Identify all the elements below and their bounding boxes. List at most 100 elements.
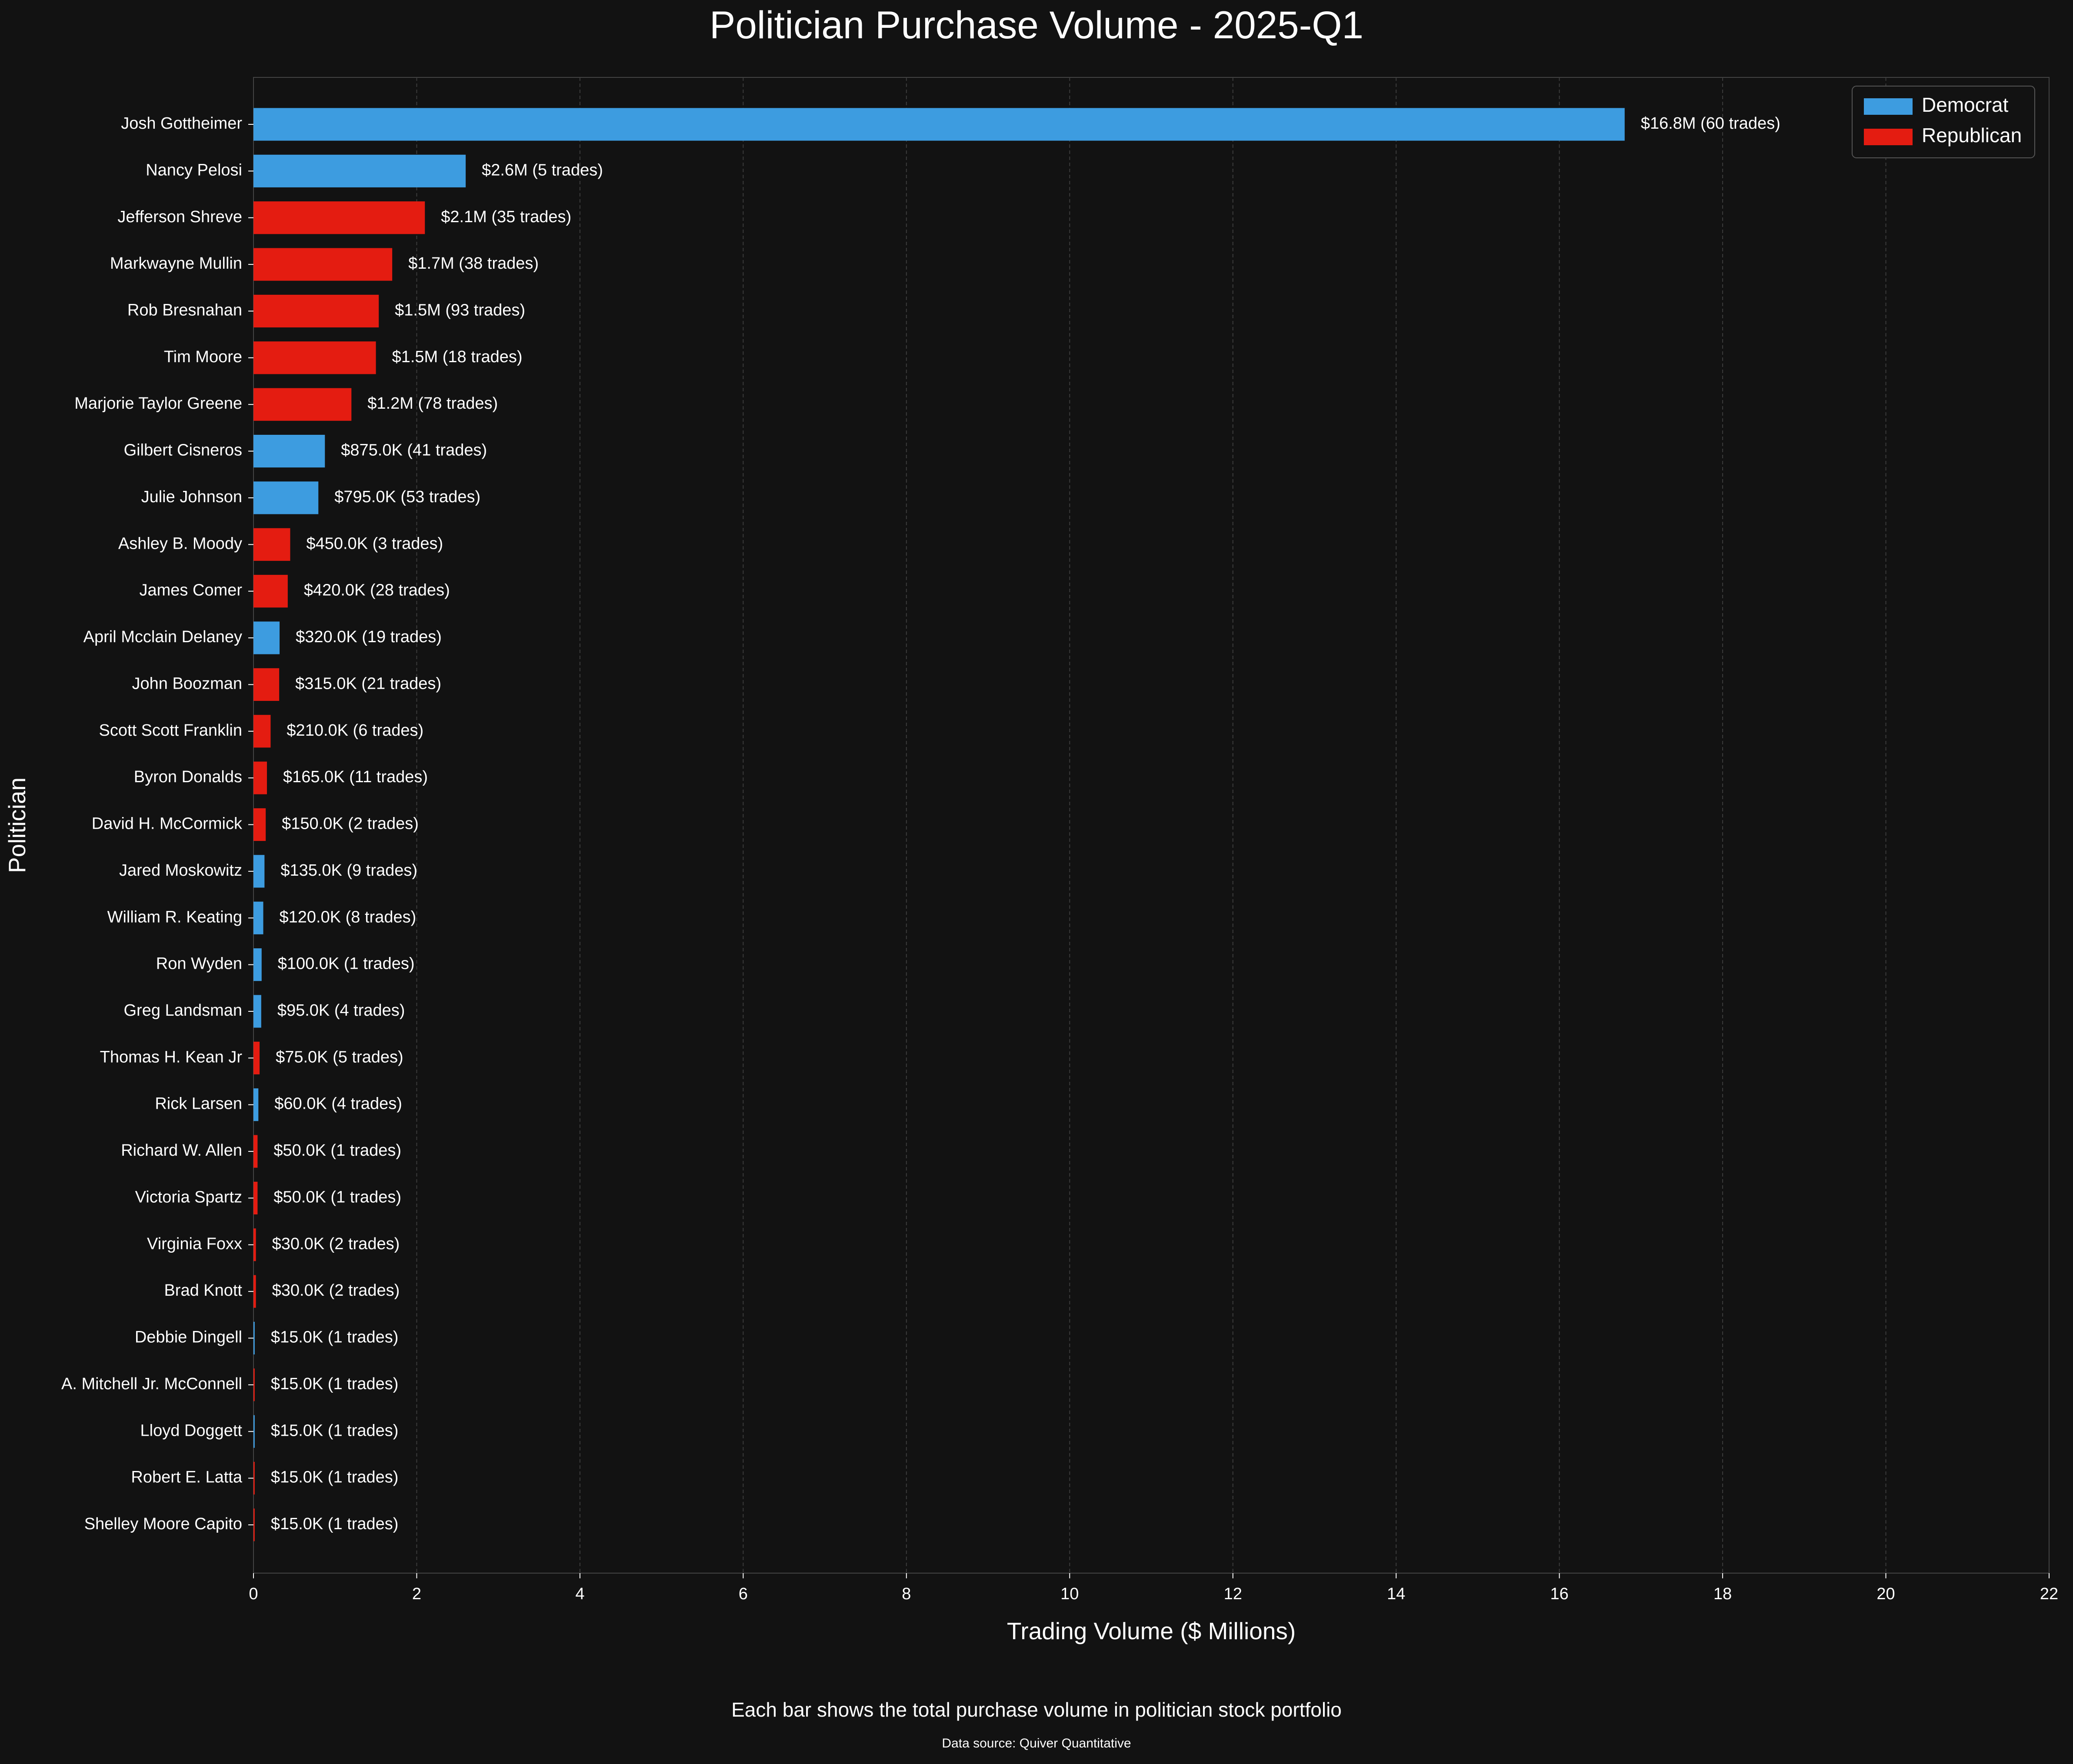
data-label: $1.5M (18 trades) <box>392 348 523 366</box>
y-tick-label: Gilbert Cisneros <box>124 441 242 460</box>
data-label: $30.0K (2 trades) <box>272 1281 400 1300</box>
y-tick-label: Byron Donalds <box>134 768 242 786</box>
data-label: $15.0K (1 trades) <box>271 1375 399 1393</box>
legend-label: Republican <box>1922 124 2022 147</box>
x-tick-label: 4 <box>575 1585 584 1603</box>
data-label: $100.0K (1 trades) <box>278 955 415 973</box>
x-tick-label: 22 <box>2040 1585 2058 1603</box>
y-tick-label: James Comer <box>140 581 243 600</box>
y-tick-label: Richard W. Allen <box>121 1141 242 1160</box>
y-tick-label: Marjorie Taylor Greene <box>74 394 242 413</box>
bar <box>253 855 265 888</box>
legend-swatch <box>1864 129 1913 145</box>
y-tick-label: Rick Larsen <box>155 1095 242 1113</box>
data-label: $165.0K (11 trades) <box>283 768 428 786</box>
data-label: $1.7M (38 trades) <box>408 254 539 273</box>
bar <box>253 1041 260 1074</box>
data-label: $1.2M (78 trades) <box>367 394 498 413</box>
y-tick-label: Ron Wyden <box>156 955 242 973</box>
y-axis-label: Politician <box>3 777 30 873</box>
legend-label: Democrat <box>1922 93 2009 116</box>
y-tick-label: Markwayne Mullin <box>110 254 242 273</box>
data-label: $1.5M (93 trades) <box>395 301 525 319</box>
y-tick-label: Scott Scott Franklin <box>99 721 242 740</box>
bar <box>253 1368 255 1401</box>
y-tick-label: Ashley B. Moody <box>118 534 242 553</box>
data-label: $795.0K (53 trades) <box>334 488 480 506</box>
y-tick-label: John Boozman <box>132 674 243 693</box>
y-tick-label: Debbie Dingell <box>135 1328 242 1347</box>
bar <box>253 1321 255 1355</box>
data-label: $120.0K (8 trades) <box>280 908 417 926</box>
data-label: $875.0K (41 trades) <box>341 441 487 460</box>
bar <box>253 248 393 281</box>
bar <box>253 715 271 748</box>
legend-swatch <box>1864 98 1913 115</box>
y-tick-label: David H. McCormick <box>92 815 243 833</box>
bar <box>253 1135 258 1168</box>
data-label: $15.0K (1 trades) <box>271 1515 399 1533</box>
x-tick-label: 16 <box>1550 1585 1568 1603</box>
y-tick-label: Victoria Spartz <box>135 1188 242 1206</box>
bar <box>253 995 261 1028</box>
bar <box>253 1275 256 1308</box>
data-source-note: Data source: Quiver Quantitative <box>942 1736 1131 1751</box>
chart-title: Politician Purchase Volume - 2025-Q1 <box>710 3 1363 47</box>
y-tick-label: A. Mitchell Jr. McConnell <box>61 1375 242 1393</box>
data-label: $2.1M (35 trades) <box>441 208 571 226</box>
chart-caption: Each bar shows the total purchase volume… <box>731 1698 1342 1721</box>
x-tick-label: 0 <box>249 1585 258 1603</box>
data-label: $15.0K (1 trades) <box>271 1328 399 1347</box>
x-tick-label: 18 <box>1713 1585 1732 1603</box>
x-tick-label: 2 <box>412 1585 421 1603</box>
bar <box>253 575 288 608</box>
y-tick-label: Shelley Moore Capito <box>84 1515 242 1533</box>
x-tick-label: 6 <box>739 1585 748 1603</box>
bar <box>253 1415 255 1448</box>
bar <box>253 621 280 654</box>
y-tick-label: Brad Knott <box>164 1281 242 1300</box>
bar <box>253 1181 258 1215</box>
y-tick-label: April Mcclain Delaney <box>83 628 242 646</box>
bar <box>253 1088 259 1121</box>
y-tick-label: Virginia Foxx <box>147 1235 242 1253</box>
x-tick-label: 12 <box>1224 1585 1242 1603</box>
bar <box>253 201 425 234</box>
bar <box>253 388 352 421</box>
y-tick-label: Tim Moore <box>164 348 242 366</box>
x-tick-label: 20 <box>1876 1585 1895 1603</box>
y-tick-label: Lloyd Doggett <box>140 1421 243 1440</box>
data-label: $315.0K (21 trades) <box>295 674 441 693</box>
data-label: $135.0K (9 trades) <box>280 861 417 880</box>
x-tick-label: 14 <box>1387 1585 1405 1603</box>
y-tick-label: Greg Landsman <box>124 1001 243 1020</box>
x-tick-label: 10 <box>1060 1585 1079 1603</box>
bar <box>253 1228 256 1261</box>
bar <box>253 481 319 514</box>
bar <box>253 1508 255 1541</box>
data-label: $95.0K (4 trades) <box>277 1001 405 1020</box>
bar <box>253 528 290 561</box>
x-axis-label: Trading Volume ($ Millions) <box>1007 1617 1296 1644</box>
data-label: $60.0K (4 trades) <box>274 1095 402 1113</box>
bar <box>253 294 379 328</box>
data-label: $320.0K (19 trades) <box>296 628 442 646</box>
y-tick-label: Nancy Pelosi <box>146 161 242 179</box>
data-label: $2.6M (5 trades) <box>482 161 603 179</box>
data-label: $450.0K (3 trades) <box>306 534 443 553</box>
bar <box>253 434 325 468</box>
bar <box>253 1462 255 1495</box>
data-label: $50.0K (1 trades) <box>273 1141 401 1160</box>
data-label: $15.0K (1 trades) <box>271 1421 399 1440</box>
bar <box>253 341 376 374</box>
bar <box>253 808 266 841</box>
data-label: $75.0K (5 trades) <box>276 1048 403 1066</box>
bar <box>253 154 466 187</box>
y-tick-label: Rob Bresnahan <box>127 301 242 319</box>
y-tick-label: Jared Moskowitz <box>119 861 242 880</box>
y-tick-label: Julie Johnson <box>141 488 242 506</box>
y-tick-label: Jefferson Shreve <box>117 208 242 226</box>
y-tick-label: Josh Gottheimer <box>121 114 242 133</box>
data-label: $15.0K (1 trades) <box>271 1468 399 1487</box>
